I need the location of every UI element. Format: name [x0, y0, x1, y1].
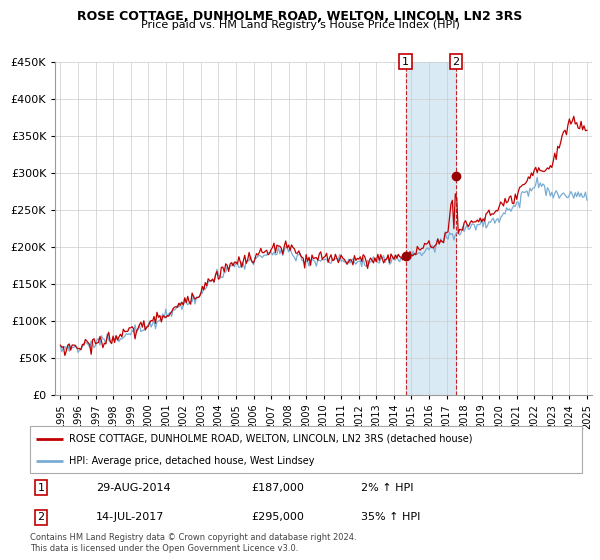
Text: 35% ↑ HPI: 35% ↑ HPI: [361, 512, 421, 522]
Text: ROSE COTTAGE, DUNHOLME ROAD, WELTON, LINCOLN, LN2 3RS: ROSE COTTAGE, DUNHOLME ROAD, WELTON, LIN…: [77, 10, 523, 23]
Text: 2: 2: [37, 512, 44, 522]
Text: 1: 1: [38, 483, 44, 493]
Bar: [406, 62, 456, 395]
Text: Price paid vs. HM Land Registry's House Price Index (HPI): Price paid vs. HM Land Registry's House …: [140, 20, 460, 30]
Text: £295,000: £295,000: [251, 512, 304, 522]
Text: 1: 1: [402, 57, 409, 67]
Text: 2% ↑ HPI: 2% ↑ HPI: [361, 483, 414, 493]
Text: HPI: Average price, detached house, West Lindsey: HPI: Average price, detached house, West…: [68, 456, 314, 466]
Text: 29-AUG-2014: 29-AUG-2014: [96, 483, 171, 493]
Text: 14-JUL-2017: 14-JUL-2017: [96, 512, 164, 522]
Text: £187,000: £187,000: [251, 483, 304, 493]
Text: Contains HM Land Registry data © Crown copyright and database right 2024.
This d: Contains HM Land Registry data © Crown c…: [30, 533, 356, 553]
Text: ROSE COTTAGE, DUNHOLME ROAD, WELTON, LINCOLN, LN2 3RS (detached house): ROSE COTTAGE, DUNHOLME ROAD, WELTON, LIN…: [68, 434, 472, 444]
Text: 2: 2: [452, 57, 460, 67]
